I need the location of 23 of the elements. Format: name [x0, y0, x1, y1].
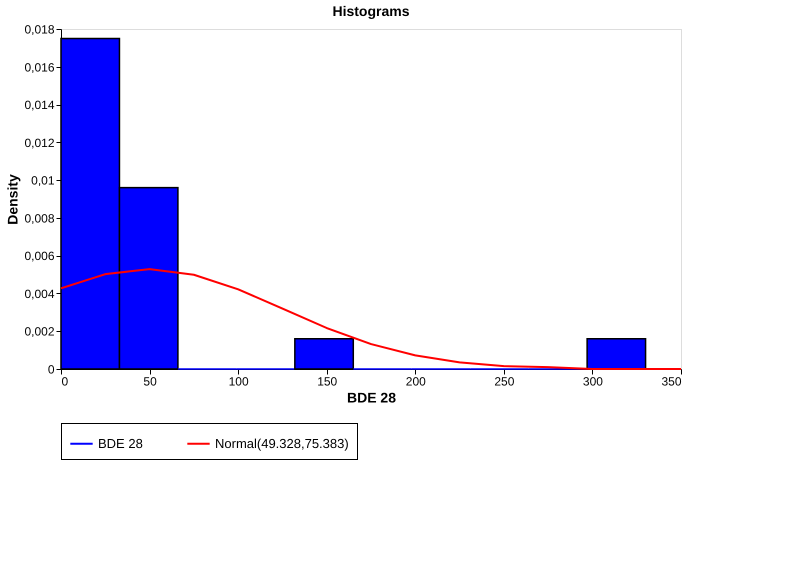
y-tick-label: 0,018 — [24, 22, 55, 36]
y-tick-label: 0,004 — [24, 286, 55, 301]
y-tick-label: 0,006 — [24, 249, 55, 264]
x-axis-title: BDE 28 — [346, 390, 396, 406]
y-axis-title: Density — [4, 174, 20, 225]
y-tick-label: 0,014 — [24, 98, 55, 112]
legend-label: BDE 28 — [98, 436, 143, 451]
x-tick-label: 100 — [228, 374, 249, 388]
x-tick-label: 200 — [406, 374, 426, 388]
x-tick-label: 50 — [143, 374, 158, 388]
chart-title: Histograms — [332, 3, 410, 19]
y-tick-label: 0,01 — [31, 174, 55, 188]
legend-label: Normal(49.328,75.383) — [215, 436, 349, 451]
x-tick-label: 150 — [317, 374, 338, 388]
y-tick-label: 0,016 — [24, 60, 55, 74]
x-tick-label: 0 — [62, 374, 68, 388]
x-tick-label: 250 — [494, 374, 515, 388]
y-tick-label: 0,012 — [24, 136, 55, 150]
x-tick-label: 350 — [661, 374, 682, 388]
y-tick-label: 0,008 — [24, 211, 55, 226]
y-tick-label: 0,002 — [24, 324, 55, 339]
y-tick-label: 0 — [48, 362, 55, 376]
x-tick-label: 300 — [582, 374, 604, 388]
